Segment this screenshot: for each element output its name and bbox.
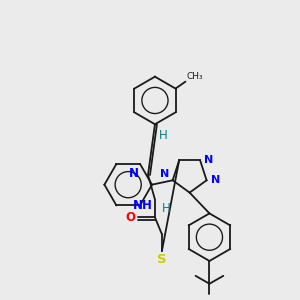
Text: N: N [129,167,139,180]
Text: N: N [160,169,170,179]
Text: S: S [157,253,167,266]
Text: CH₃: CH₃ [186,72,203,81]
Text: H: H [162,202,171,214]
Text: N: N [204,155,213,165]
Text: N: N [211,175,220,185]
Text: NH: NH [133,199,153,212]
Text: H: H [159,129,168,142]
Text: O: O [125,211,135,224]
